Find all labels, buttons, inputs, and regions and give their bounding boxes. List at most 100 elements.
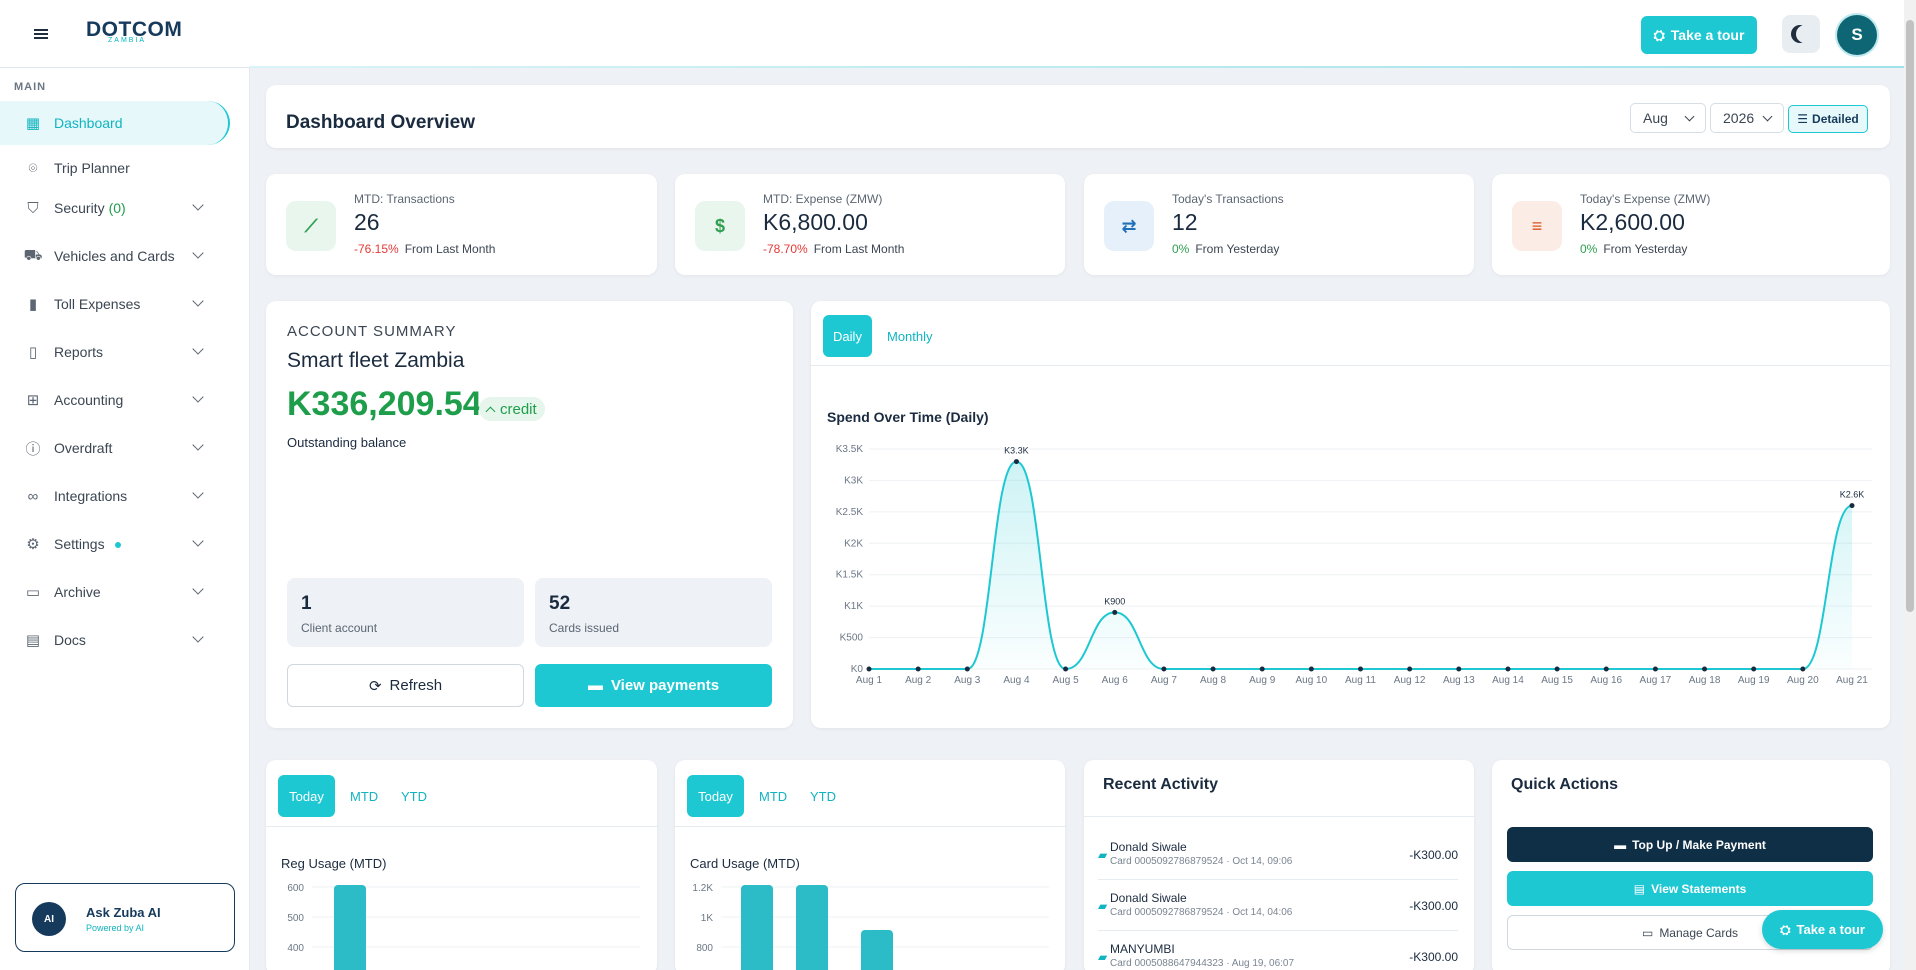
tab-daily[interactable]: Daily: [823, 315, 872, 357]
stat-change: 0% From Yesterday: [1580, 242, 1687, 256]
detailed-label: Detailed: [1812, 112, 1859, 126]
theme-toggle-button[interactable]: [1782, 15, 1820, 53]
sidebar-item-settings[interactable]: ⚙ Settings: [0, 522, 230, 566]
brand-logo-sub: ZAMBIA: [108, 37, 147, 44]
x-tick-label: Aug 4: [1003, 675, 1030, 686]
tab-monthly[interactable]: Monthly: [887, 328, 933, 344]
refresh-button[interactable]: ⟳ Refresh: [287, 664, 524, 707]
data-label: K2.6K: [1840, 490, 1865, 500]
credit-label: credit: [500, 400, 537, 418]
top-up-button[interactable]: ▬ Top Up / Make Payment: [1507, 827, 1873, 862]
x-tick-label: Aug 5: [1053, 675, 1080, 686]
x-tick-label: Aug 11: [1345, 675, 1376, 686]
spend-line-chart: K0 K500 K1K K1.5K K2K K2.5K K3K K3.5K Aug 1 Aug 2…: [836, 444, 1872, 686]
bar: [861, 930, 893, 970]
tab-today[interactable]: Today: [687, 775, 744, 817]
spend-over-time-card: Daily Monthly Spend Over Time (Daily) K0…: [811, 301, 1890, 728]
take-tour-button[interactable]: ⛭ Take a tour: [1641, 16, 1757, 54]
x-tick-label: Aug 12: [1394, 675, 1426, 686]
balance-label: Outstanding balance: [287, 435, 407, 450]
detailed-view-button[interactable]: ☰ Detailed: [1788, 105, 1868, 133]
tab-today[interactable]: Today: [278, 775, 335, 817]
activity-amount: -K300.00: [1409, 899, 1458, 913]
sidebar-item-toll-expenses[interactable]: ▮ Toll Expenses: [0, 282, 230, 326]
x-tick-label: Aug 17: [1640, 675, 1672, 686]
view-payments-label: View payments: [610, 677, 720, 694]
sidebar-item-dashboard[interactable]: ▦ Dashboard: [0, 101, 230, 145]
sidebar-item-integrations[interactable]: ∞ Integrations: [0, 474, 230, 518]
tab-mtd[interactable]: MTD: [759, 788, 788, 804]
data-point: [1505, 666, 1511, 672]
brand-logo[interactable]: DOTCOM: [86, 18, 183, 41]
activity-item[interactable]: ▰ Donald Siwale Card 0005092786879524 · …: [1098, 887, 1458, 931]
sidebar-item-label: Integrations: [54, 488, 128, 504]
y-tick-label: K3K: [844, 475, 863, 486]
sidebar-item-archive[interactable]: ▭ Archive: [0, 570, 230, 614]
security-label: Security: [54, 200, 105, 216]
refresh-label: Refresh: [389, 677, 443, 694]
series-area: [869, 461, 1852, 669]
chevron-down-icon: [192, 199, 204, 211]
chart-title: Spend Over Time (Daily): [827, 409, 989, 425]
chevron-down-icon: [192, 295, 204, 307]
activity-name: Donald Siwale: [1110, 891, 1187, 905]
moon-icon: [1796, 25, 1814, 43]
x-tick-label: Aug 9: [1249, 675, 1276, 686]
sidebar-item-docs[interactable]: ▤ Docs: [0, 618, 230, 662]
tab-ytd[interactable]: YTD: [401, 788, 427, 804]
reg-usage-bar-chart: 400 500 600: [287, 883, 640, 970]
recent-activity-title: Recent Activity: [1103, 776, 1218, 793]
stat-change: 0% From Yesterday: [1172, 242, 1279, 256]
sidebar-item-label: Toll Expenses: [54, 296, 141, 312]
cards-issued-count: 52: [549, 593, 571, 614]
truck-icon: ⛟: [23, 246, 43, 264]
tab-divider: [811, 365, 1890, 366]
ask-zuba-ai-button[interactable]: AI Ask Zuba AI Powered by AI: [15, 883, 235, 952]
tab-mtd[interactable]: MTD: [350, 788, 379, 804]
sidebar-item-reports[interactable]: ▯ Reports: [0, 330, 230, 374]
page-scrollbar[interactable]: [1904, 0, 1916, 970]
year-select[interactable]: 2026: [1710, 103, 1784, 133]
activity-amount: -K300.00: [1409, 950, 1458, 964]
x-tick-label: Aug 19: [1738, 675, 1770, 686]
x-tick-label: Aug 6: [1102, 675, 1129, 686]
card-usage-card: Today MTD YTD Card Usage (MTD) 800 1K 1.2K: [675, 760, 1065, 970]
chart-title: Card Usage (MTD): [690, 856, 800, 871]
tab-ytd[interactable]: YTD: [810, 788, 836, 804]
chevron-down-icon: [192, 583, 204, 595]
stat-value: 12: [1172, 209, 1198, 235]
y-tick-label: K2.5K: [836, 507, 864, 518]
chevron-down-icon: [192, 535, 204, 547]
view-statements-button[interactable]: ▤ View Statements: [1507, 871, 1873, 906]
stat-label: Today's Transactions: [1172, 192, 1284, 206]
view-payments-button[interactable]: ▬ View payments: [535, 664, 772, 707]
stat-change-percent: 0%: [1172, 242, 1190, 256]
menu-icon[interactable]: [34, 29, 48, 39]
month-select[interactable]: Aug: [1630, 103, 1706, 133]
activity-item[interactable]: ▰ MANYUMBI Card 0005088647944323 · Aug 1…: [1098, 938, 1458, 970]
sidebar-item-overdraft[interactable]: ⓘ Overdraft: [0, 426, 230, 470]
data-point: [1652, 666, 1658, 672]
data-point: [1849, 503, 1855, 509]
activity-item[interactable]: ▰ Donald Siwale Card 0005092786879524 · …: [1098, 836, 1458, 880]
client-account-count: 1: [301, 593, 312, 614]
sidebar-item-label: Dashboard: [54, 115, 123, 131]
sidebar-item-trip-planner[interactable]: ⌾ Trip Planner: [0, 146, 230, 190]
x-tick-label: Aug 7: [1151, 675, 1178, 686]
scrollbar-thumb[interactable]: [1906, 20, 1914, 612]
sidebar-section-title: MAIN: [14, 81, 47, 93]
chevron-down-icon: [192, 343, 204, 355]
tour-icon: ⛭: [1780, 921, 1791, 937]
sidebar-item-security[interactable]: ⛉ Security (0): [0, 186, 230, 230]
sidebar-item-label: Docs: [54, 632, 86, 648]
sidebar-item-label: Settings: [54, 536, 121, 552]
floating-take-tour-button[interactable]: ⛭ Take a tour: [1762, 910, 1883, 949]
manage-cards-label: Manage Cards: [1659, 925, 1739, 940]
data-point: [915, 666, 921, 672]
stat-card-mtd-transactions: ⟋ MTD: Transactions 26 -76.15% From Last …: [266, 174, 657, 275]
y-tick-label: K2K: [844, 538, 863, 549]
y-tick-label: 800: [696, 943, 713, 954]
sidebar-item-vehicles-cards[interactable]: ⛟ Vehicles and Cards: [0, 234, 230, 278]
sidebar-item-accounting[interactable]: ⊞ Accounting: [0, 378, 230, 422]
user-avatar[interactable]: S: [1837, 15, 1877, 55]
